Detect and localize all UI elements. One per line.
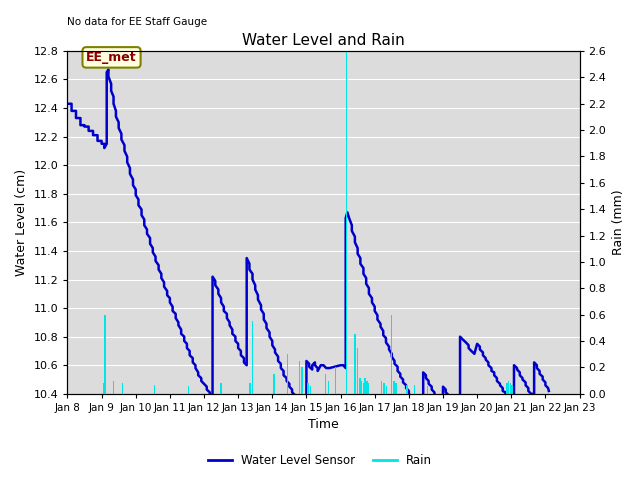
Bar — [113, 381, 114, 394]
Bar — [381, 381, 382, 394]
Bar — [391, 315, 392, 394]
Text: No data for EE Staff Gauge: No data for EE Staff Gauge — [67, 17, 207, 27]
Bar — [366, 381, 367, 394]
Y-axis label: Water Level (cm): Water Level (cm) — [15, 169, 28, 276]
Bar — [188, 386, 189, 394]
Bar — [394, 381, 395, 394]
Bar — [273, 374, 275, 394]
Y-axis label: Rain (mm): Rain (mm) — [612, 190, 625, 255]
Bar — [357, 348, 358, 394]
Bar — [252, 321, 253, 394]
Text: EE_met: EE_met — [86, 51, 137, 64]
Bar — [328, 381, 330, 394]
Bar — [511, 384, 513, 394]
Bar — [359, 378, 361, 394]
Bar — [307, 383, 309, 394]
Bar — [102, 383, 104, 394]
Bar — [250, 383, 251, 394]
Bar — [301, 367, 303, 394]
Bar — [67, 387, 68, 394]
Bar — [361, 381, 362, 394]
Bar — [386, 386, 387, 394]
Title: Water Level and Rain: Water Level and Rain — [242, 33, 405, 48]
Bar — [324, 374, 326, 394]
Bar — [364, 378, 366, 394]
Bar — [406, 384, 408, 394]
Bar — [509, 383, 511, 394]
Bar — [335, 367, 336, 394]
Bar — [354, 335, 356, 394]
Bar — [508, 381, 509, 394]
Bar — [383, 383, 385, 394]
Bar — [427, 386, 428, 394]
Bar — [122, 383, 124, 394]
X-axis label: Time: Time — [308, 419, 339, 432]
Bar — [299, 361, 300, 394]
Bar — [104, 315, 106, 394]
Bar — [363, 383, 364, 394]
Bar — [346, 51, 347, 394]
Bar — [287, 354, 289, 394]
Bar — [154, 384, 155, 394]
Bar — [506, 383, 508, 394]
Legend: Water Level Sensor, Rain: Water Level Sensor, Rain — [204, 449, 436, 472]
Bar — [310, 386, 311, 394]
Bar — [368, 383, 369, 394]
Bar — [395, 383, 397, 394]
Bar — [414, 384, 415, 394]
Bar — [220, 383, 222, 394]
